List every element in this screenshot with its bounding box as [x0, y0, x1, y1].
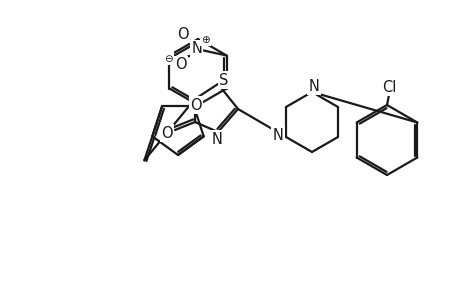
Text: ⊖: ⊖: [164, 53, 173, 64]
Text: N: N: [191, 41, 202, 56]
Text: O: O: [174, 57, 186, 72]
Text: Cl: Cl: [381, 80, 395, 94]
Text: O: O: [190, 98, 201, 113]
Text: N: N: [211, 131, 222, 146]
Text: N: N: [308, 79, 319, 94]
Text: O: O: [176, 27, 188, 42]
Text: ⊕: ⊕: [201, 34, 209, 44]
Text: O: O: [161, 125, 173, 140]
Text: S: S: [219, 73, 228, 88]
Text: N: N: [272, 128, 283, 142]
